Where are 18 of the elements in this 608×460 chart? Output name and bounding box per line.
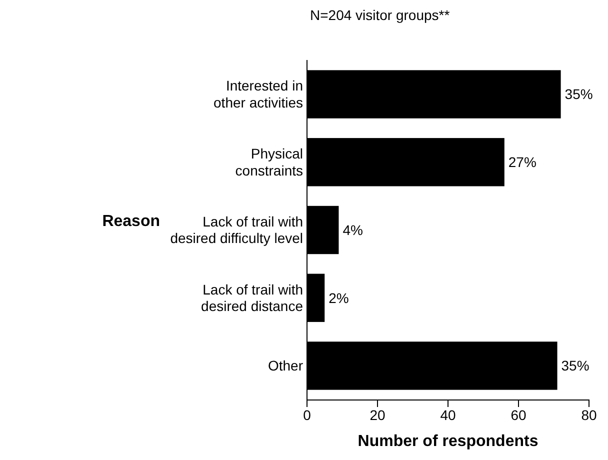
x-axis-title: Number of respondents bbox=[358, 433, 538, 450]
y-tick-label: Lack of trail with desired distance bbox=[201, 281, 304, 314]
annotation: 27% bbox=[508, 154, 536, 170]
y-tick-label: Interested in other activities bbox=[214, 78, 303, 110]
annotation: 2% bbox=[328, 290, 349, 306]
y-tick-label: Lack of trail with desired difficulty level bbox=[170, 213, 303, 246]
annotation: 35% bbox=[561, 358, 590, 374]
x-tick-label: 60 bbox=[510, 406, 526, 423]
x-tick-label: 0 bbox=[303, 406, 312, 423]
annotation: 4% bbox=[342, 222, 363, 238]
x-tick-label: 80 bbox=[581, 406, 597, 423]
y-axis-title: Reason bbox=[102, 213, 160, 230]
chart-title: N=204 visitor groups** bbox=[310, 7, 450, 23]
x-tick-label: 20 bbox=[370, 406, 386, 423]
x-tick-label: 40 bbox=[440, 406, 456, 423]
y-tick-label: Physical constraints bbox=[235, 146, 303, 178]
annotation: 35% bbox=[564, 86, 593, 102]
y-tick-label: Other bbox=[268, 358, 304, 374]
